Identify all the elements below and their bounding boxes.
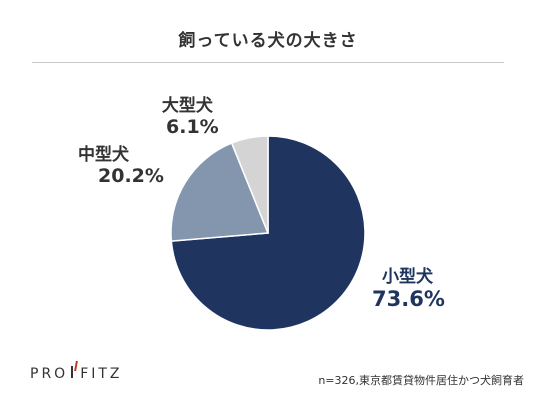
label-medium-dog-value: 20.2% <box>98 165 164 187</box>
label-medium-dog-name: 中型犬 <box>78 145 129 165</box>
label-large-dog-value: 6.1% <box>166 116 219 138</box>
label-small-dog-value: 73.6% <box>372 287 445 311</box>
slice-large-dog <box>230 135 269 234</box>
label-medium-dog: 中型犬 20.2% <box>78 140 164 187</box>
label-large-dog-name: 大型犬 <box>161 96 213 116</box>
label-small-dog-name: 小型犬 <box>382 267 433 287</box>
label-small-dog: 小型犬 73.6% <box>372 262 445 311</box>
chart-title: 飼っている犬の大きさ <box>178 31 358 51</box>
brand-logo: PRO FITZ <box>30 364 123 382</box>
logo-text-right: FITZ <box>80 366 123 382</box>
slice-medium-dog <box>170 142 270 242</box>
title-divider <box>32 62 504 63</box>
sample-note: n=326,東京都賃貸物件居住かつ犬飼育者 <box>318 374 524 387</box>
logo-text-left: PRO <box>30 366 69 382</box>
logo-mark-icon <box>70 364 78 378</box>
label-large-dog: 大型犬 6.1% <box>156 91 219 138</box>
